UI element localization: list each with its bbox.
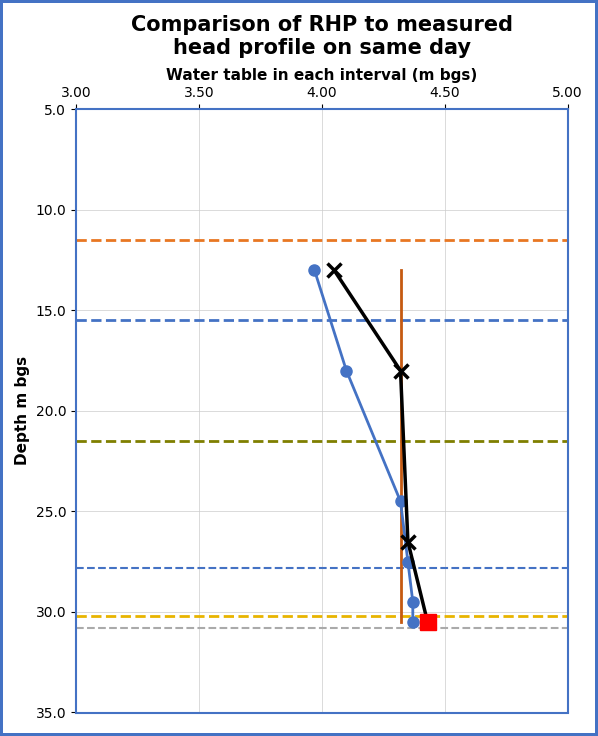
Title: Comparison of RHP to measured
head profile on same day: Comparison of RHP to measured head profi… [131, 15, 513, 58]
X-axis label: Water table in each interval (m bgs): Water table in each interval (m bgs) [166, 68, 477, 83]
Y-axis label: Depth m bgs: Depth m bgs [15, 356, 30, 465]
